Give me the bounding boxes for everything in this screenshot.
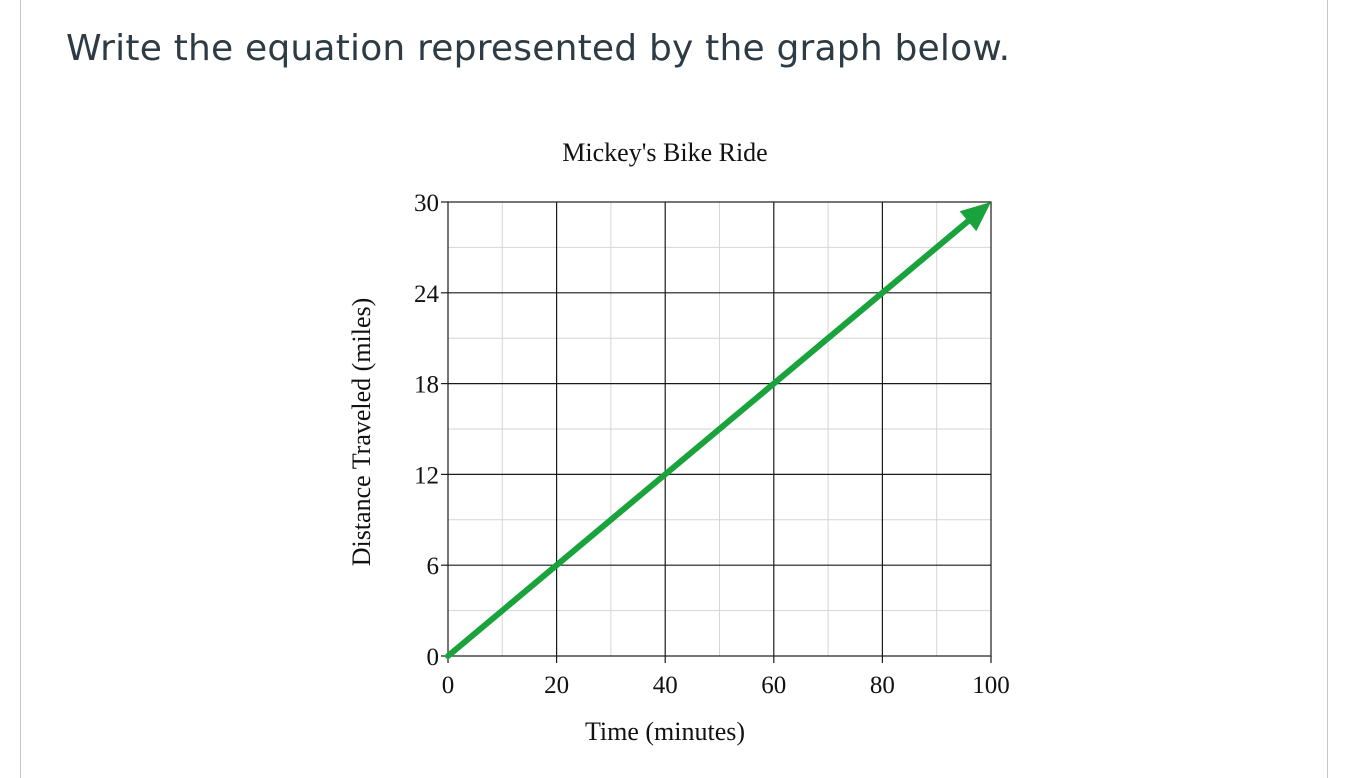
y-tick-label: 6: [427, 553, 440, 580]
y-tick-label: 24: [414, 281, 440, 308]
y-tick-label: 12: [414, 462, 439, 489]
tick-labels: 0 20 40 60 80 100 0 6 12 18 24 30: [414, 190, 1010, 699]
x-tick-label: 20: [544, 672, 569, 699]
x-tick-label: 60: [761, 672, 786, 699]
y-tick-label: 18: [414, 372, 439, 399]
y-tick-label: 0: [427, 644, 440, 671]
x-tick-label: 40: [653, 672, 678, 699]
x-tick-label: 100: [972, 672, 1010, 699]
x-tick-label: 0: [442, 672, 455, 699]
y-tick-label: 30: [414, 190, 439, 217]
x-axis-label: Time (minutes): [585, 717, 745, 746]
x-tick-label: 80: [870, 672, 895, 699]
series-line: [448, 220, 970, 656]
y-axis-label: Distance Traveled (miles): [347, 298, 376, 567]
chart-title: Mickey's Bike Ride: [562, 138, 767, 167]
